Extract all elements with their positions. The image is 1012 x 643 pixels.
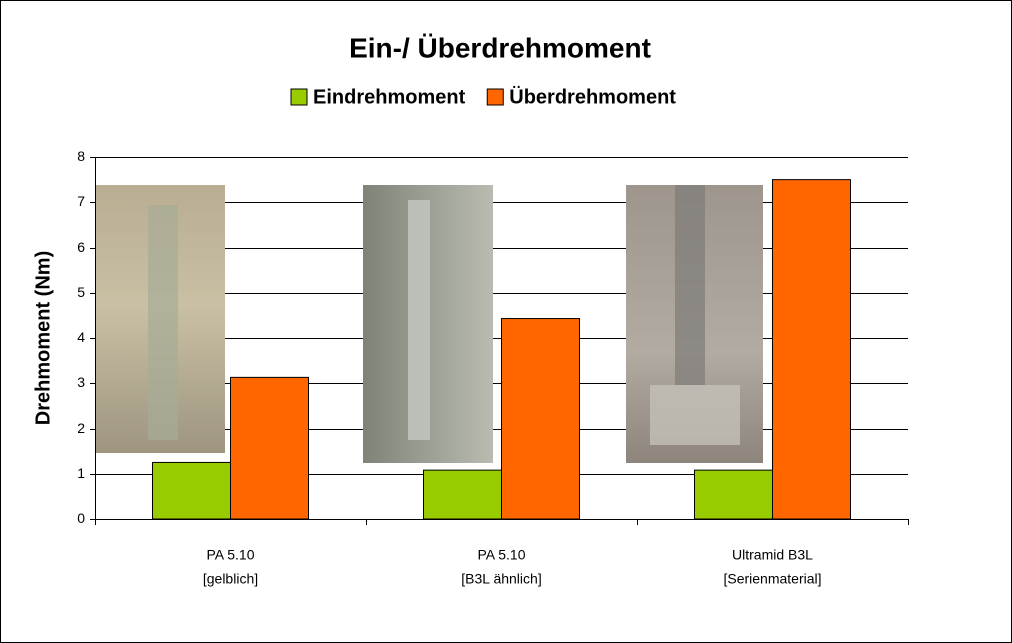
legend-swatch [486,88,504,106]
bar [772,179,851,520]
y-tick-label: 4 [77,329,85,345]
bar [501,318,580,520]
x-tick-label: [gelblich] [203,571,258,587]
x-tick-label: [Serienmaterial] [723,571,821,587]
y-tick-label: 7 [77,193,85,209]
x-tick-label: [B3L ähnlich] [461,571,541,587]
legend-label: Eindrehmoment [313,86,466,108]
bar-layer [152,179,851,520]
y-tick-label: 8 [77,148,85,164]
bar [423,469,502,520]
bar [230,376,309,520]
y-tick-label: 3 [77,374,85,390]
bar [694,469,773,520]
x-tick-label: PA 5.10 [477,547,525,563]
photo-detail [675,185,705,385]
photo-detail [148,205,178,440]
y-tick-label: 1 [77,465,85,481]
y-tick-label: 2 [77,420,85,436]
y-tick-label: 5 [77,284,85,300]
x-tick-label: Ultramid B3L [732,547,813,563]
chart-title: Ein-/ Überdrehmoment [349,32,651,63]
photo-detail [408,200,430,440]
y-tick-label: 0 [77,510,85,526]
bar [152,461,231,520]
legend-label: Überdrehmoment [509,85,676,108]
y-tick-label: 6 [77,239,85,255]
x-tick-label: PA 5.10 [206,547,254,563]
y-axis-label: Drehmoment (Nm) [32,251,54,425]
photo-detail [650,385,740,445]
photos [96,185,763,463]
legend-swatch [290,88,308,106]
